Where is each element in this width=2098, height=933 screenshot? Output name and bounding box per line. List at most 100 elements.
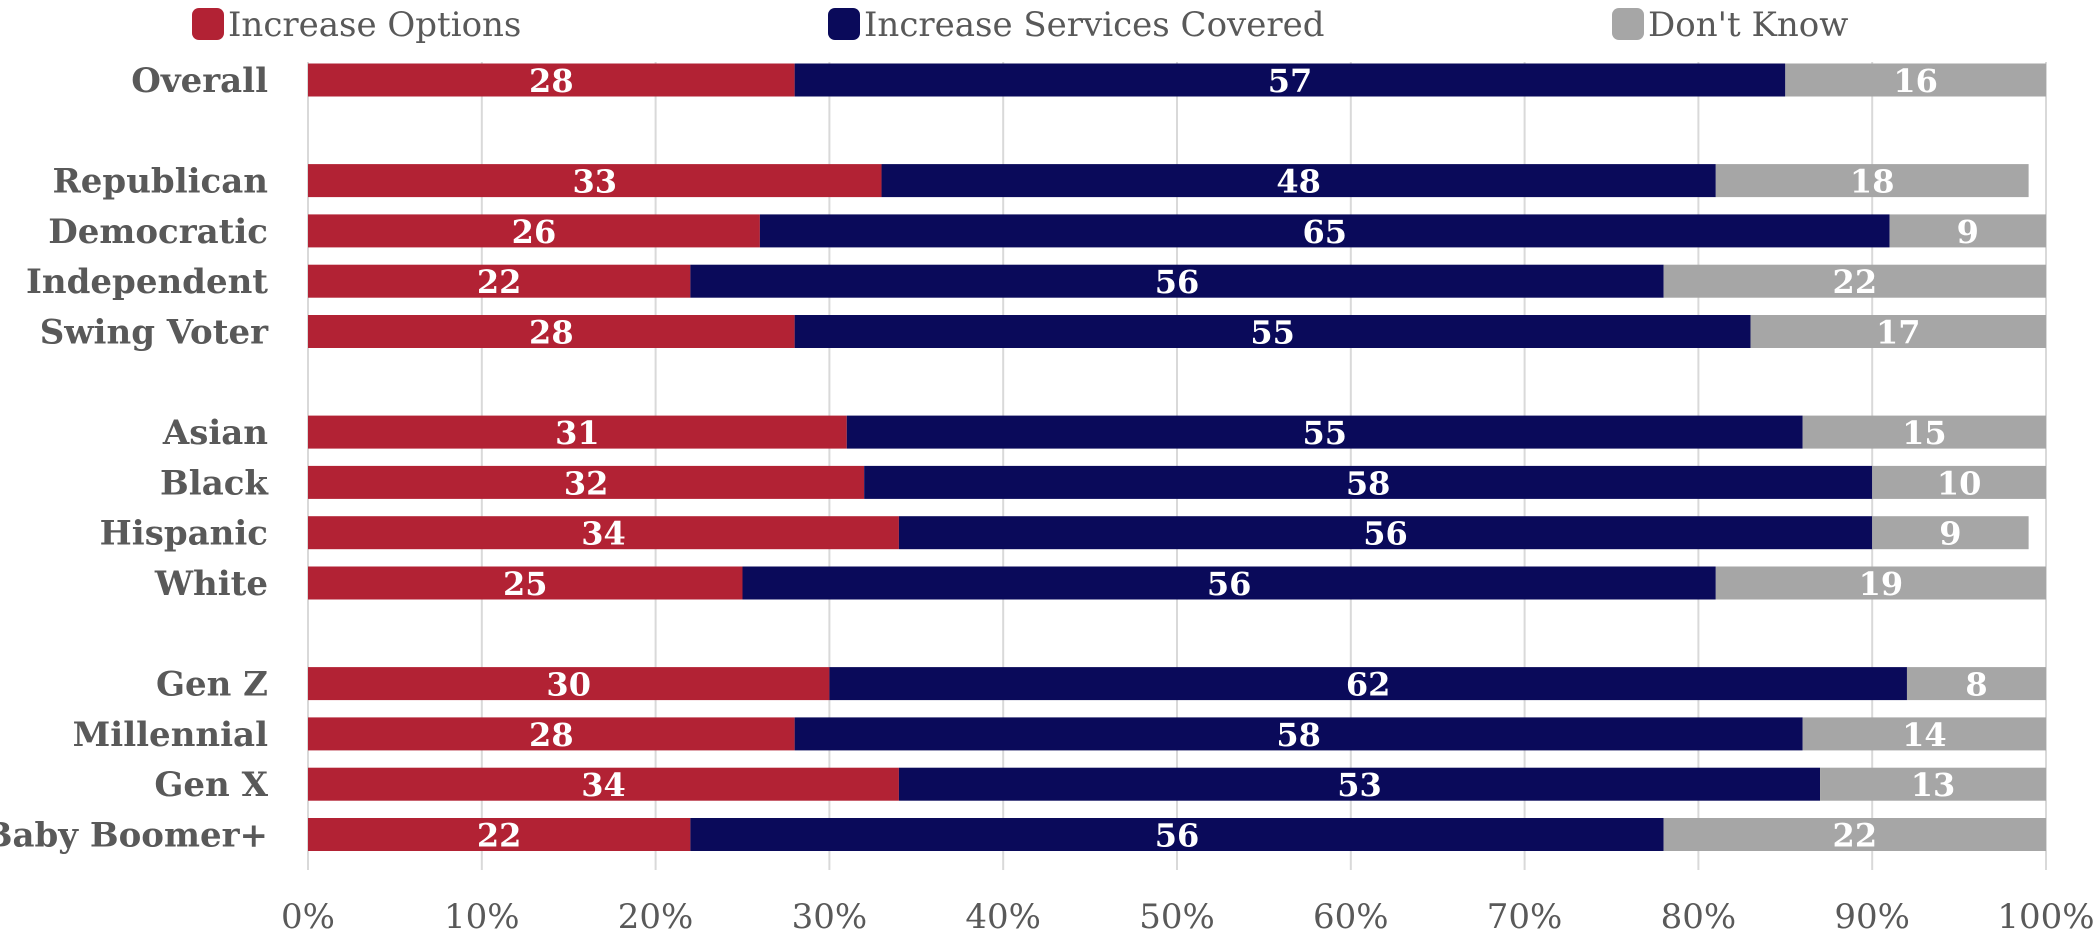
category-label: Millennial [73, 715, 268, 755]
legend: Increase Options Increase Services Covere… [192, 5, 1848, 45]
category-label: Republican [53, 162, 268, 202]
bar-value-label: 26 [512, 213, 557, 251]
bar-segment [794, 63, 1786, 97]
bar-value-label: 34 [581, 515, 626, 553]
bar-value-label: 22 [1833, 817, 1878, 855]
category-label: Overall [131, 61, 268, 101]
bar-segment [794, 717, 1803, 751]
category-label: Democratic [48, 212, 268, 252]
bar-value-label: 57 [1268, 62, 1313, 100]
bar-value-label: 53 [1337, 766, 1382, 804]
category-label: Independent [26, 262, 268, 302]
category-label: Hispanic [100, 514, 268, 554]
bar-segment [1785, 63, 2046, 97]
bar-segment [1906, 667, 2046, 701]
legend-swatch [828, 8, 860, 40]
bar-value-label: 33 [573, 163, 618, 201]
bar-value-label: 22 [1833, 263, 1878, 301]
bar-value-label: 48 [1276, 163, 1321, 201]
bar-value-label: 55 [1302, 414, 1347, 452]
bar-value-label: 9 [1957, 213, 1979, 251]
bar-value-label: 32 [564, 464, 609, 502]
bar-segment [308, 164, 882, 198]
bar-value-label: 8 [1965, 666, 1987, 704]
bar-segment [864, 465, 1873, 499]
bar-value-label: 10 [1937, 464, 1982, 502]
x-tick-label: 100% [1997, 897, 2094, 933]
bar-value-label: 25 [503, 565, 548, 603]
bar-value-label: 31 [555, 414, 600, 452]
bar-value-label: 56 [1207, 565, 1252, 603]
bar-segment [308, 667, 830, 701]
bar-segment [308, 516, 899, 550]
axis-layer: 0% 10% 20% 30% 40% 50% 60% 70% 80% 90% 100% [281, 897, 2095, 933]
x-tick-label: 20% [618, 897, 694, 933]
bar-value-label: 22 [477, 263, 522, 301]
bar-value-label: 28 [529, 62, 574, 100]
bar-value-label: 14 [1902, 716, 1947, 754]
bar-value-label: 28 [529, 314, 574, 352]
bar-value-label: 18 [1850, 163, 1895, 201]
x-tick-label: 80% [1661, 897, 1737, 933]
bar-value-label: 65 [1302, 213, 1347, 251]
category-label: Gen X [154, 765, 268, 805]
bar-segment [308, 465, 865, 499]
bar-segment [846, 415, 1803, 449]
bar-value-label: 9 [1939, 515, 1961, 553]
bar-value-label: 15 [1902, 414, 1947, 452]
x-tick-label: 60% [1313, 897, 1389, 933]
category-label: Gen Z [156, 665, 268, 705]
bar-value-label: 62 [1346, 666, 1391, 704]
bar-segment [308, 818, 691, 851]
category-label: Black [160, 463, 269, 503]
legend-swatch [192, 8, 224, 40]
bar-value-label: 16 [1893, 62, 1938, 100]
bar-segment [690, 818, 1664, 851]
x-tick-label: 0% [281, 897, 335, 933]
bar-segment [308, 415, 847, 449]
bar-segment [308, 63, 795, 97]
bar-value-label: 19 [1859, 565, 1904, 603]
category-label: Baby Boomer+ [0, 816, 268, 856]
bar-segment [308, 214, 760, 248]
bar-value-label: 28 [529, 716, 574, 754]
bar-segment [1715, 566, 2046, 600]
legend-label: Increase Services Covered [864, 5, 1325, 45]
bar-segment [1872, 465, 2046, 499]
labels-layer: Overall 28 57 16 Republican 33 48 18 Democratic 2… [0, 61, 1988, 856]
bar-value-label: 34 [581, 766, 626, 804]
bar-value-label: 58 [1346, 464, 1391, 502]
bar-value-label: 58 [1276, 716, 1321, 754]
legend-label: Don't Know [1648, 5, 1848, 45]
bars-layer [308, 63, 2046, 851]
bar-value-label: 30 [546, 666, 591, 704]
bar-value-label: 56 [1155, 817, 1200, 855]
bar-segment [308, 717, 795, 751]
bar-segment [1715, 164, 2029, 198]
legend-swatch [1612, 8, 1644, 40]
bar-segment [1663, 264, 2046, 298]
bar-segment [881, 164, 1716, 198]
bar-segment [898, 516, 1873, 550]
bar-value-label: 17 [1876, 314, 1921, 352]
bar-segment [1820, 767, 2046, 801]
bar-segment [1802, 415, 2046, 449]
x-tick-label: 90% [1834, 897, 1910, 933]
bar-value-label: 55 [1250, 314, 1295, 352]
bar-segment [308, 566, 743, 600]
x-tick-label: 10% [444, 897, 520, 933]
bar-segment [829, 667, 1907, 701]
x-tick-label: 50% [1139, 897, 1215, 933]
bar-value-label: 13 [1911, 766, 1956, 804]
bar-segment [742, 566, 1716, 600]
legend-label: Increase Options [228, 5, 521, 45]
bar-value-label: 56 [1363, 515, 1408, 553]
bar-segment [1872, 516, 2029, 550]
category-label: Asian [162, 413, 268, 453]
bar-segment [1750, 315, 2046, 348]
bar-segment [1889, 214, 2046, 248]
bar-segment [898, 767, 1821, 801]
x-tick-label: 70% [1487, 897, 1563, 933]
